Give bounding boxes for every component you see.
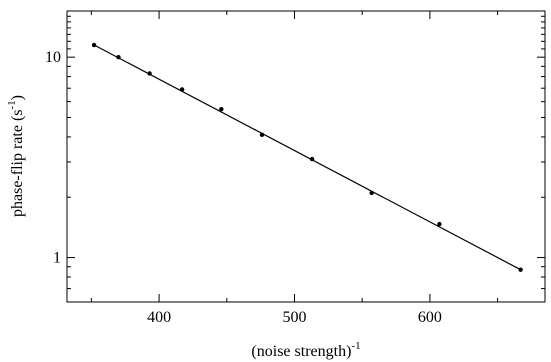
fit-line: [93, 44, 521, 271]
data-point: [437, 221, 442, 227]
fit-line-series: [93, 44, 521, 271]
y-axis-ticks: 1 10: [45, 10, 545, 303]
data-point: [91, 42, 97, 48]
data-points-series: [91, 42, 523, 272]
data-point: [116, 54, 121, 60]
data-point: [309, 156, 315, 162]
y-tick-label: 1: [53, 250, 61, 267]
data-point: [219, 106, 224, 112]
x-axis-ticks: 400 500 600: [90, 11, 499, 326]
x-axis-label: (noise strength)-1: [251, 340, 360, 360]
plot-frame: [66, 10, 546, 303]
data-point: [179, 87, 185, 92]
data-point: [369, 190, 374, 196]
x-tick-label: 400: [147, 309, 171, 326]
y-axis-label: phase-flip rate (s-1): [6, 95, 26, 217]
x-tick-label: 600: [418, 309, 442, 326]
data-point: [518, 267, 523, 272]
data-point: [147, 71, 152, 76]
y-tick-label: 10: [45, 49, 61, 66]
data-point: [259, 132, 265, 137]
x-tick-label: 500: [282, 309, 306, 326]
